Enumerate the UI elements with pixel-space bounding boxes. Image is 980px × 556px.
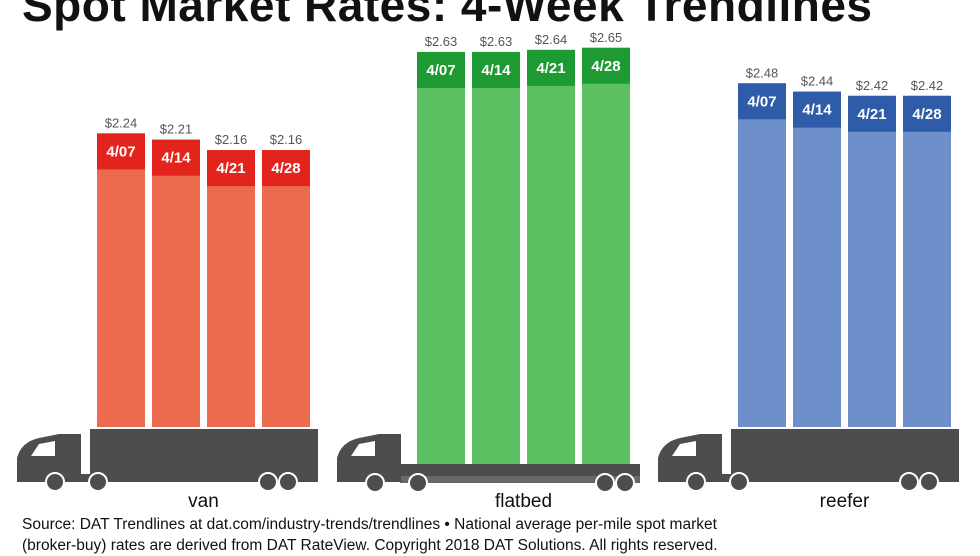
bar (848, 95, 896, 427)
bar (262, 150, 310, 428)
truck-reefer (658, 429, 959, 492)
truck-wheel (686, 472, 706, 492)
data-label: $2.16 (270, 132, 303, 147)
truck-wheel (729, 472, 749, 492)
bar-header (472, 51, 520, 88)
series-label-van: van (188, 491, 219, 512)
week-label: 4/07 (426, 62, 455, 79)
truck-trailer (731, 429, 959, 475)
week-label: 4/07 (747, 93, 776, 110)
truck-wheel (615, 473, 635, 493)
bar (527, 49, 575, 466)
week-label: 4/14 (481, 62, 511, 79)
bar-header (97, 133, 145, 170)
bar-header (207, 150, 255, 187)
truck-wheel (408, 473, 428, 493)
week-label: 4/28 (591, 58, 620, 75)
bar (582, 47, 630, 466)
data-label: $2.42 (856, 78, 889, 93)
bar-header (903, 95, 951, 132)
data-label: $2.64 (535, 32, 568, 47)
week-label: 4/28 (271, 160, 300, 177)
truck-frame (721, 474, 959, 482)
bar-header (738, 83, 786, 120)
data-label: $2.65 (590, 30, 623, 45)
data-label: $2.21 (160, 122, 193, 137)
bar-header (417, 51, 465, 88)
bar (152, 139, 200, 428)
data-label: $2.44 (801, 74, 834, 89)
series-label-flatbed: flatbed (495, 491, 552, 512)
bar (738, 83, 786, 427)
data-label: $2.16 (215, 132, 248, 147)
source-line-2: (broker-buy) rates are derived from DAT … (22, 537, 718, 554)
truck-cab (337, 434, 401, 482)
series-flatbed: 4/07 $2.63 4/14 $2.63 4/21 $2.64 4/28 $2.65 flat… (417, 30, 630, 512)
truck-wheel (919, 472, 939, 492)
bar-header (848, 95, 896, 132)
bar-header (262, 150, 310, 187)
week-label: 4/14 (161, 150, 191, 167)
data-label: $2.24 (105, 115, 138, 130)
truck-wheel (278, 472, 298, 492)
truck-wheel (88, 472, 108, 492)
truck-cab (17, 434, 81, 482)
truck-wheel (258, 472, 278, 492)
bar-header (793, 91, 841, 128)
data-label: $2.42 (911, 78, 944, 93)
truck-frame (80, 474, 318, 482)
week-label: 4/28 (912, 106, 941, 123)
week-label: 4/07 (106, 143, 135, 160)
bar-header (582, 47, 630, 84)
truck-wheel (365, 473, 385, 493)
truck-trailer (90, 429, 318, 475)
series-label-reefer: reefer (820, 491, 870, 512)
series-reefer: 4/07 $2.48 4/14 $2.44 4/21 $2.42 4/28 $2.42 reef… (738, 65, 951, 512)
data-label: $2.63 (480, 34, 513, 49)
truck-cab-window (351, 441, 375, 456)
bar (793, 91, 841, 428)
week-label: 4/14 (802, 102, 832, 119)
source-line-1: Source: DAT Trendlines at dat.com/indust… (22, 516, 717, 533)
bar (207, 150, 255, 428)
week-label: 4/21 (857, 106, 886, 123)
truck-wheel (899, 472, 919, 492)
truck-frame (400, 476, 640, 483)
truck-cab-window (31, 441, 55, 456)
truck-cab-window (672, 441, 696, 456)
source-note: Source: DAT Trendlines at dat.com/indust… (22, 514, 718, 556)
bar (472, 51, 520, 467)
week-label: 4/21 (536, 60, 565, 77)
bar (417, 51, 465, 467)
bar-header (152, 139, 200, 176)
truck-wheel (595, 473, 615, 493)
truck-wheel (45, 472, 65, 492)
bar (903, 95, 951, 427)
bar (97, 133, 145, 427)
chart-title: Spot Market Rates: 4-Week Trendlines (22, 0, 873, 31)
truck-deck (400, 464, 640, 476)
truck-van (17, 429, 318, 492)
bar-header (527, 49, 575, 86)
data-label: $2.48 (746, 65, 779, 80)
truck-flatbed (337, 434, 640, 493)
truck-cab (658, 434, 722, 482)
week-label: 4/21 (216, 160, 245, 177)
data-label: $2.63 (425, 34, 458, 49)
series-van: 4/07 $2.24 4/14 $2.21 4/21 $2.16 4/28 $2.16 van (97, 115, 310, 512)
